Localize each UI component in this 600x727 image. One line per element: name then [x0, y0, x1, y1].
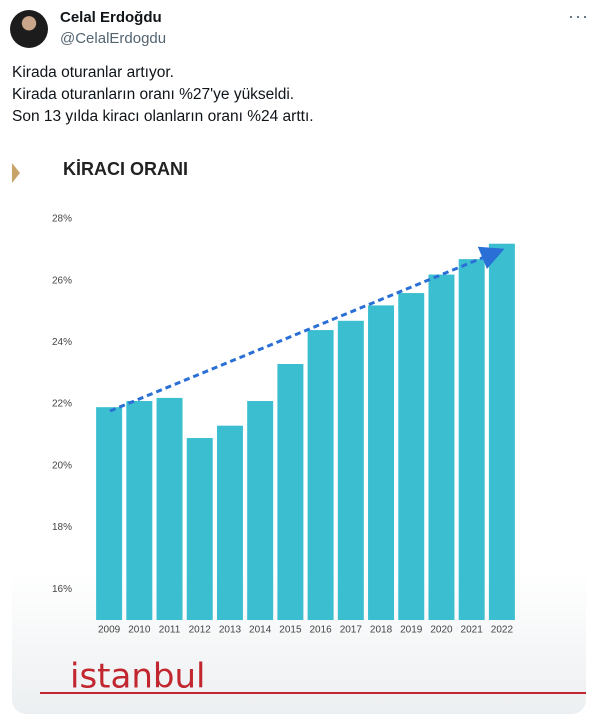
x-tick-label: 2022: [491, 625, 514, 636]
logo: istanbul: [70, 657, 205, 697]
y-tick-label: 26%: [52, 275, 72, 286]
avatar[interactable]: [10, 10, 48, 48]
x-tick-label: 2020: [430, 625, 453, 636]
bar: [488, 243, 515, 620]
bar: [216, 425, 243, 620]
x-tick-label: 2013: [219, 625, 242, 636]
x-tick-label: 2012: [189, 625, 212, 636]
x-tick-label: 2010: [128, 625, 151, 636]
x-tick-label: 2009: [98, 625, 121, 636]
more-button[interactable]: ···: [568, 6, 589, 26]
tweet-text: Kirada oturanların oranı %27'ye yükseldi…: [12, 86, 295, 103]
author-name[interactable]: Celal Erdoğdu: [60, 9, 162, 26]
media-card[interactable]: KİRACI ORANI 16% 18% 20% 22% 24% 26% 28% 2009 20…: [12, 143, 586, 714]
bar: [156, 397, 183, 620]
decoration: [12, 163, 20, 183]
x-tick-label: 2017: [340, 625, 363, 636]
y-tick-label: 16%: [52, 584, 72, 595]
y-tick-label: 20%: [52, 460, 72, 471]
trend-arrow: [109, 246, 505, 413]
bar: [428, 274, 455, 620]
bar: [96, 407, 123, 620]
x-tick-label: 2014: [249, 625, 272, 636]
bar: [307, 330, 334, 620]
tweet-text: Kirada oturanlar artıyor.: [12, 64, 174, 81]
y-tick-label: 18%: [52, 522, 72, 533]
bar: [337, 320, 364, 620]
bar: [186, 438, 213, 620]
x-tick-label: 2018: [370, 625, 393, 636]
x-tick-label: 2016: [309, 625, 332, 636]
y-tick-label: 24%: [52, 337, 72, 348]
x-tick-label: 2011: [159, 625, 181, 636]
x-tick-label: 2019: [400, 625, 423, 636]
bar: [398, 293, 425, 620]
bar: [126, 401, 153, 620]
x-tick-label: 2015: [279, 625, 302, 636]
author-handle[interactable]: @CelalErdogdu: [60, 30, 167, 47]
y-tick-label: 28%: [52, 214, 72, 225]
chart-title: KİRACI ORANI: [63, 159, 188, 179]
y-tick-label: 22%: [52, 399, 72, 410]
bar: [247, 401, 274, 620]
bar: [277, 363, 304, 620]
chart: KİRACI ORANI 16% 18% 20% 22% 24% 26% 28% 2009 20…: [12, 159, 586, 697]
bar: [458, 259, 485, 620]
tweet-text: Son 13 yılda kiracı olanların oranı %24 …: [12, 108, 314, 125]
bar: [368, 305, 395, 620]
x-tick-label: 2021: [461, 625, 484, 636]
